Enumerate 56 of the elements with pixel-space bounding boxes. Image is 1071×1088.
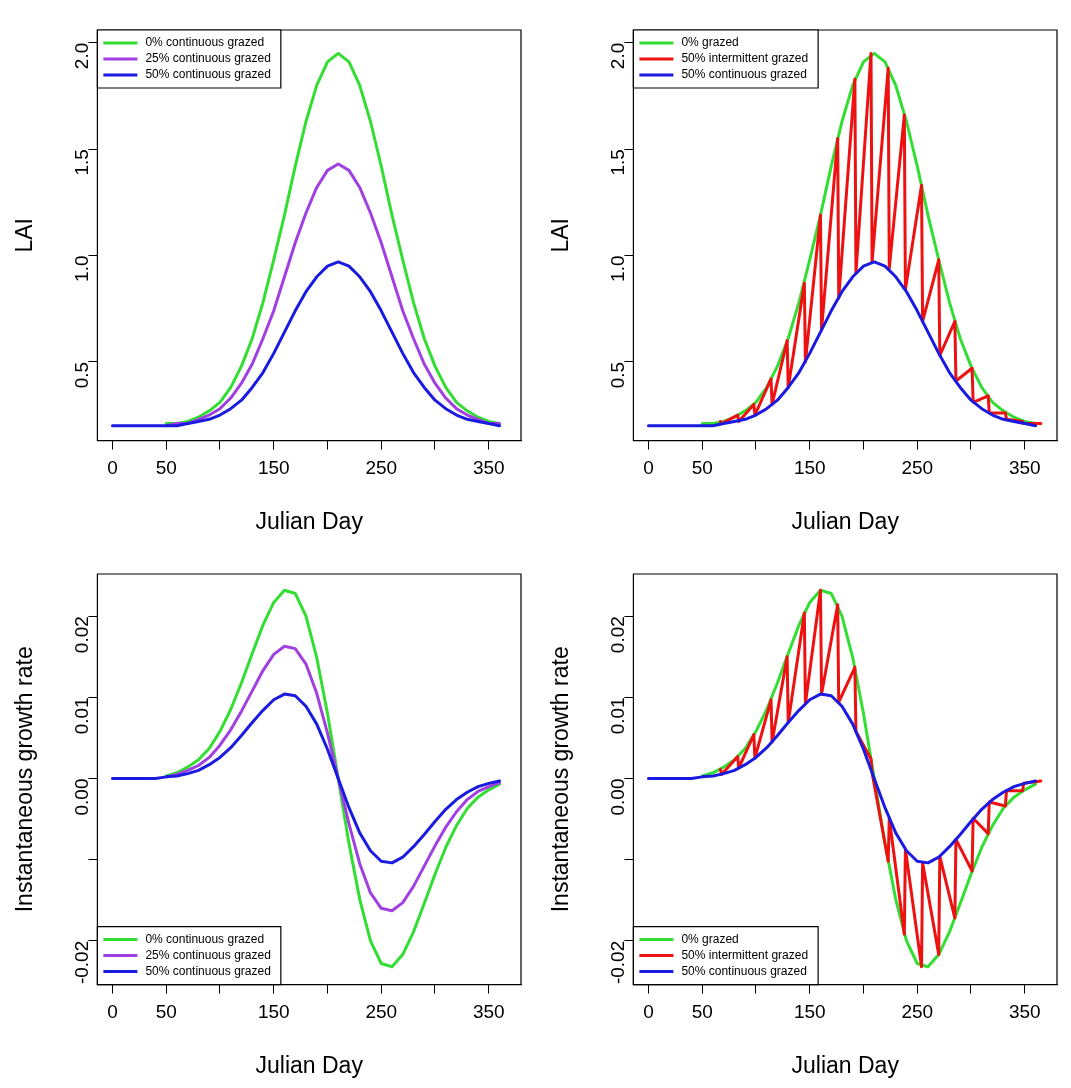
x-tick-label: 0 (107, 457, 118, 479)
legend-label: 25% continuous grazed (145, 947, 271, 962)
x-axis-title: Julian Day (255, 1051, 364, 1078)
x-tick-label: 150 (793, 457, 826, 479)
x-tick-label: 0 (643, 1001, 654, 1023)
x-axis-title: Julian Day (255, 507, 364, 534)
x-tick-label: 150 (257, 457, 290, 479)
x-axis-title: Julian Day (791, 1051, 900, 1078)
x-axis-title: Julian Day (791, 507, 900, 534)
y-tick-label: 0.02 (606, 616, 628, 654)
x-tick-label: 250 (901, 457, 934, 479)
legend-label: 50% continuous grazed (681, 963, 807, 978)
y-axis-title: Instantaneous growth rate (11, 646, 38, 913)
y-tick-label: 2.0 (606, 42, 628, 70)
x-tick-label: 150 (257, 1001, 290, 1023)
x-tick-label: 150 (793, 1001, 826, 1023)
y-tick-label: 0.01 (70, 697, 92, 735)
y-tick-label: -0.02 (606, 940, 628, 985)
legend-label: 50% intermittent grazed (681, 947, 809, 962)
legend-label: 50% continuous grazed (145, 67, 271, 82)
y-axis-title: Instantaneous growth rate (547, 646, 574, 913)
y-tick-label: 0.02 (70, 616, 92, 654)
x-tick-label: 50 (691, 1001, 713, 1023)
legend-label: 0% continuous grazed (145, 931, 265, 946)
legend-label: 50% continuous grazed (145, 963, 271, 978)
y-axis-title: LAI (11, 218, 38, 253)
x-tick-label: 350 (472, 457, 505, 479)
legend-label: 50% continuous grazed (681, 67, 807, 82)
y-tick-label: 1.0 (70, 255, 92, 282)
legend-label: 25% continuous grazed (145, 51, 271, 66)
x-tick-label: 50 (155, 457, 177, 479)
x-tick-label: 250 (365, 457, 398, 479)
legend-label: 50% intermittent grazed (681, 51, 809, 66)
y-tick-label: 1.0 (606, 255, 628, 282)
legend-label: 0% continuous grazed (145, 35, 265, 50)
x-tick-label: 350 (1008, 1001, 1041, 1023)
x-tick-label: 250 (365, 1001, 398, 1023)
y-tick-label: 0.01 (606, 697, 628, 735)
y-tick-label: 0.00 (606, 778, 628, 816)
legend-label: 0% grazed (681, 35, 739, 50)
y-tick-label: 2.0 (70, 42, 92, 70)
x-tick-label: 50 (155, 1001, 177, 1023)
y-axis-title: LAI (547, 218, 574, 253)
x-tick-label: 250 (901, 1001, 934, 1023)
x-tick-label: 350 (472, 1001, 505, 1023)
x-tick-label: 0 (643, 457, 654, 479)
y-tick-label: -0.02 (70, 940, 92, 985)
x-tick-label: 0 (107, 1001, 118, 1023)
x-tick-label: 350 (1008, 457, 1041, 479)
y-tick-label: 0.00 (70, 778, 92, 816)
y-tick-label: 1.5 (70, 149, 92, 176)
y-tick-label: 1.5 (606, 149, 628, 176)
legend-label: 0% grazed (681, 931, 739, 946)
y-tick-label: 0.5 (70, 361, 92, 389)
y-tick-label: 0.5 (606, 361, 628, 389)
x-tick-label: 50 (691, 457, 713, 479)
